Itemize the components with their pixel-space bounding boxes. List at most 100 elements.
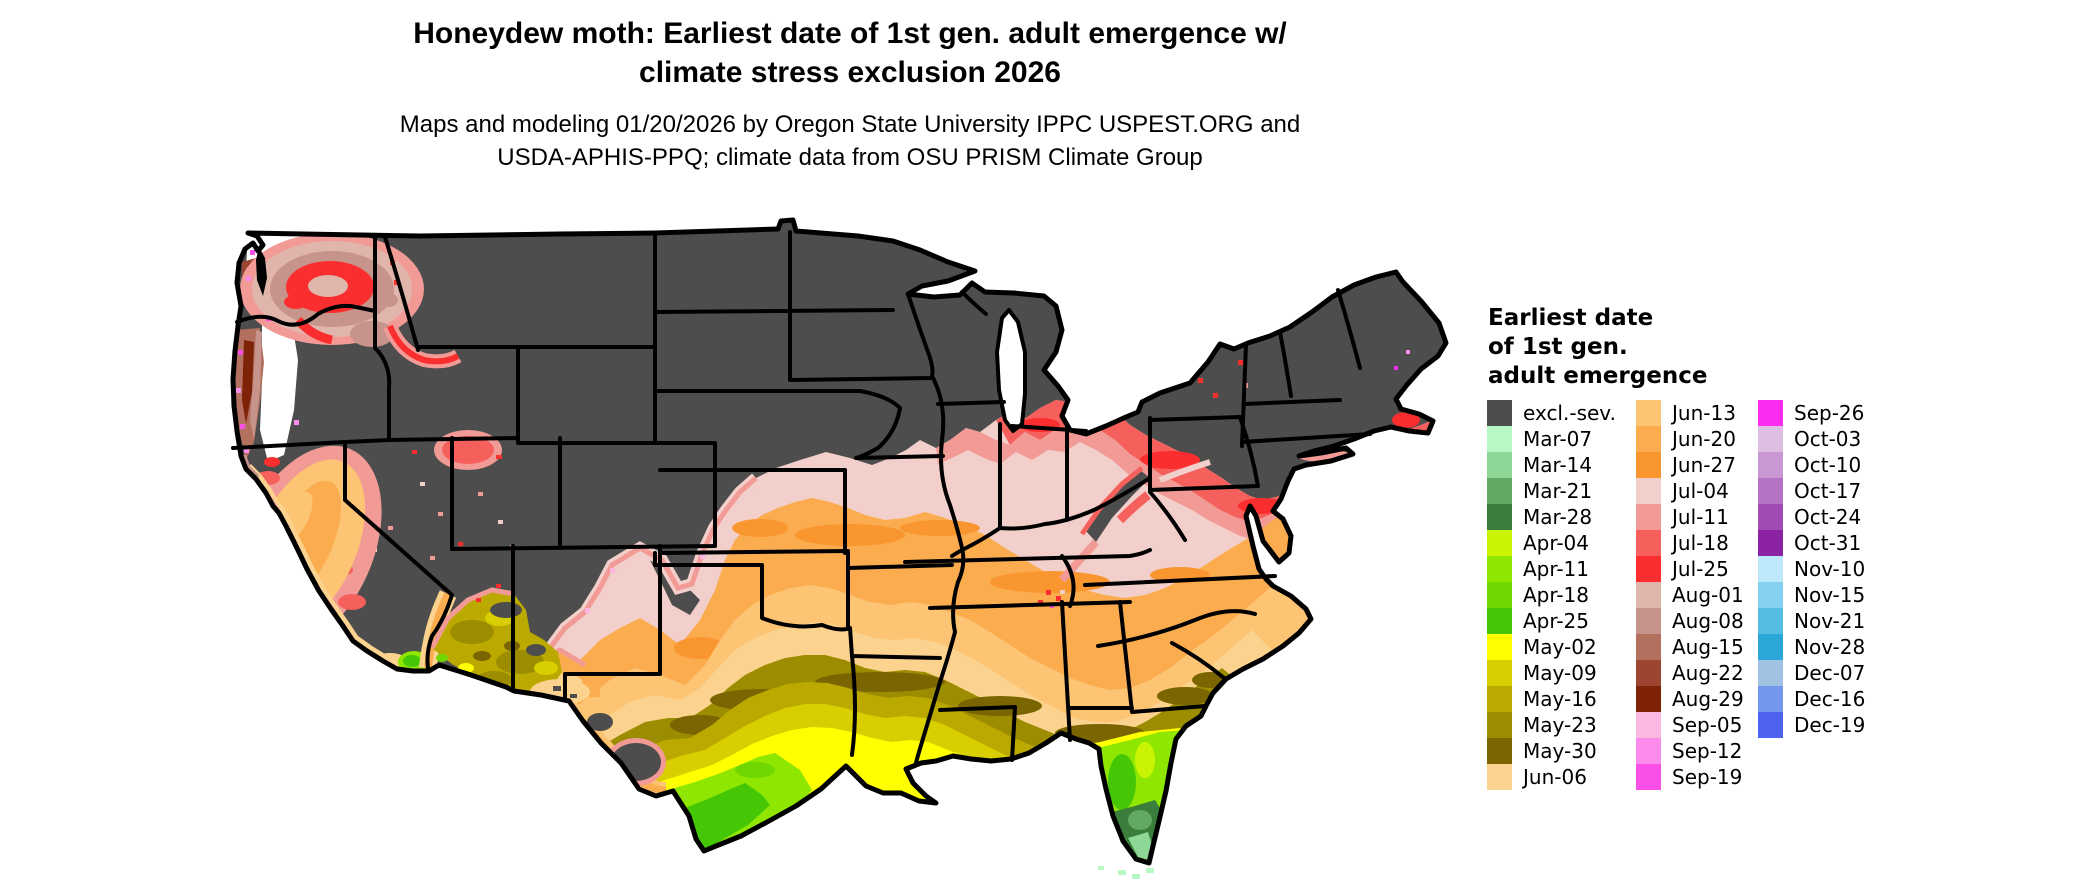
legend-swatch [1636, 712, 1661, 738]
legend-swatch [1758, 452, 1783, 478]
legend-label: May-23 [1523, 713, 1597, 737]
legend-row: Aug-29 [1636, 686, 1744, 712]
legend-label: Nov-15 [1794, 583, 1866, 607]
legend-row: May-09 [1487, 660, 1616, 686]
legend-row: Aug-01 [1636, 582, 1744, 608]
legend-label: Sep-19 [1672, 765, 1743, 789]
legend-row: Jul-11 [1636, 504, 1744, 530]
legend-swatch [1487, 452, 1512, 478]
legend-label: Oct-17 [1794, 479, 1862, 503]
legend-swatch [1487, 530, 1512, 556]
legend-row: Sep-19 [1636, 764, 1744, 790]
legend-swatch [1487, 426, 1512, 452]
legend-row: Dec-07 [1758, 660, 1865, 686]
legend-row: Apr-11 [1487, 556, 1616, 582]
legend-swatch [1758, 582, 1783, 608]
legend-row: Aug-15 [1636, 634, 1744, 660]
legend-swatch [1487, 660, 1512, 686]
legend-swatch [1758, 504, 1783, 530]
subtitle-line1: Maps and modeling 01/20/2026 by Oregon S… [399, 111, 1301, 138]
legend-title-line2: of 1st gen. [1488, 334, 1628, 360]
legend-swatch [1758, 478, 1783, 504]
legend-row: Jun-27 [1636, 452, 1744, 478]
legend-swatch [1487, 634, 1512, 660]
legend-swatch [1487, 400, 1512, 426]
legend-swatch [1758, 712, 1783, 738]
legend-row: May-30 [1487, 738, 1616, 764]
state-borders-plains [653, 230, 1152, 765]
legend-row: Oct-31 [1758, 530, 1865, 556]
legend-swatch [1636, 634, 1661, 660]
legend-label: Apr-11 [1523, 557, 1589, 581]
legend-swatch [1636, 582, 1661, 608]
legend-label: Jun-20 [1672, 427, 1736, 451]
legend-swatch [1636, 400, 1661, 426]
legend-label: Dec-19 [1794, 713, 1866, 737]
legend-row: May-16 [1487, 686, 1616, 712]
legend-swatch [1636, 530, 1661, 556]
legend-label: Jul-18 [1672, 531, 1729, 555]
page-title-line1: Honeydew moth: Earliest date of 1st gen.… [413, 17, 1287, 50]
legend-swatch [1758, 400, 1783, 426]
legend-row: Nov-28 [1758, 634, 1865, 660]
legend-row: May-02 [1487, 634, 1616, 660]
legend-row: Dec-16 [1758, 686, 1865, 712]
legend-swatch [1487, 504, 1512, 530]
legend-row: Jul-25 [1636, 556, 1744, 582]
legend-row: Jul-18 [1636, 530, 1744, 556]
legend-column-3: Sep-26 Oct-03 Oct-10 Oct-17 Oct-24 Oct-31 Nov-… [1758, 400, 1865, 738]
legend-swatch [1758, 530, 1783, 556]
legend-row: Oct-03 [1758, 426, 1865, 452]
header: Honeydew moth: Earliest date of 1st gen.… [0, 14, 1700, 174]
legend-label: Aug-22 [1672, 661, 1744, 685]
legend-label: Apr-18 [1523, 583, 1589, 607]
legend-swatch [1758, 426, 1783, 452]
legend-row: Oct-24 [1758, 504, 1865, 530]
legend-title: Earliest date of 1st gen. adult emergenc… [1488, 304, 1707, 391]
legend-row: Apr-04 [1487, 530, 1616, 556]
legend-swatch [1636, 452, 1661, 478]
legend-label: Jun-13 [1672, 401, 1736, 425]
legend-label: Jul-25 [1672, 557, 1729, 581]
page-title-line2: climate stress exclusion 2026 [639, 56, 1061, 89]
us-outline [230, 217, 1449, 866]
legend-label: Dec-16 [1794, 687, 1866, 711]
legend-label: May-16 [1523, 687, 1597, 711]
legend-row: Apr-25 [1487, 608, 1616, 634]
legend-column-2: Jun-13 Jun-20 Jun-27 Jul-04 Jul-11 Jul-18 Jul-… [1636, 400, 1744, 790]
legend-row: May-23 [1487, 712, 1616, 738]
legend-row: Sep-26 [1758, 400, 1865, 426]
legend-swatch [1636, 738, 1661, 764]
legend-row: Mar-14 [1487, 452, 1616, 478]
legend-swatch [1758, 634, 1783, 660]
legend-swatch [1487, 686, 1512, 712]
legend-swatch [1758, 686, 1783, 712]
legend-label: Jun-27 [1672, 453, 1736, 477]
legend-label: Aug-29 [1672, 687, 1744, 711]
legend-row: Oct-17 [1758, 478, 1865, 504]
legend-label: Jun-06 [1523, 765, 1587, 789]
legend-label: Sep-05 [1672, 713, 1743, 737]
legend-swatch [1636, 504, 1661, 530]
legend-row: Mar-07 [1487, 426, 1616, 452]
legend-label: Aug-08 [1672, 609, 1744, 633]
legend-label: Mar-28 [1523, 505, 1593, 529]
legend-column-1: excl.-sev. Mar-07 Mar-14 Mar-21 Mar-28 Apr-04… [1487, 400, 1616, 790]
legend-swatch [1636, 556, 1661, 582]
legend-row: Dec-19 [1758, 712, 1865, 738]
legend-row: Jul-04 [1636, 478, 1744, 504]
legend-swatch [1487, 582, 1512, 608]
legend-label: Apr-04 [1523, 531, 1589, 555]
legend-swatch [1636, 426, 1661, 452]
legend-label: Oct-10 [1794, 453, 1862, 477]
legend-row: Aug-22 [1636, 660, 1744, 686]
legend-label: Mar-14 [1523, 453, 1593, 477]
legend-swatch [1758, 660, 1783, 686]
legend-row: Jun-20 [1636, 426, 1744, 452]
legend-label: Jul-11 [1672, 505, 1729, 529]
legend-row: Mar-28 [1487, 504, 1616, 530]
legend-row: Oct-10 [1758, 452, 1865, 478]
legend-swatch [1758, 608, 1783, 634]
band-jul18 [996, 395, 1446, 522]
legend-swatch [1636, 608, 1661, 634]
